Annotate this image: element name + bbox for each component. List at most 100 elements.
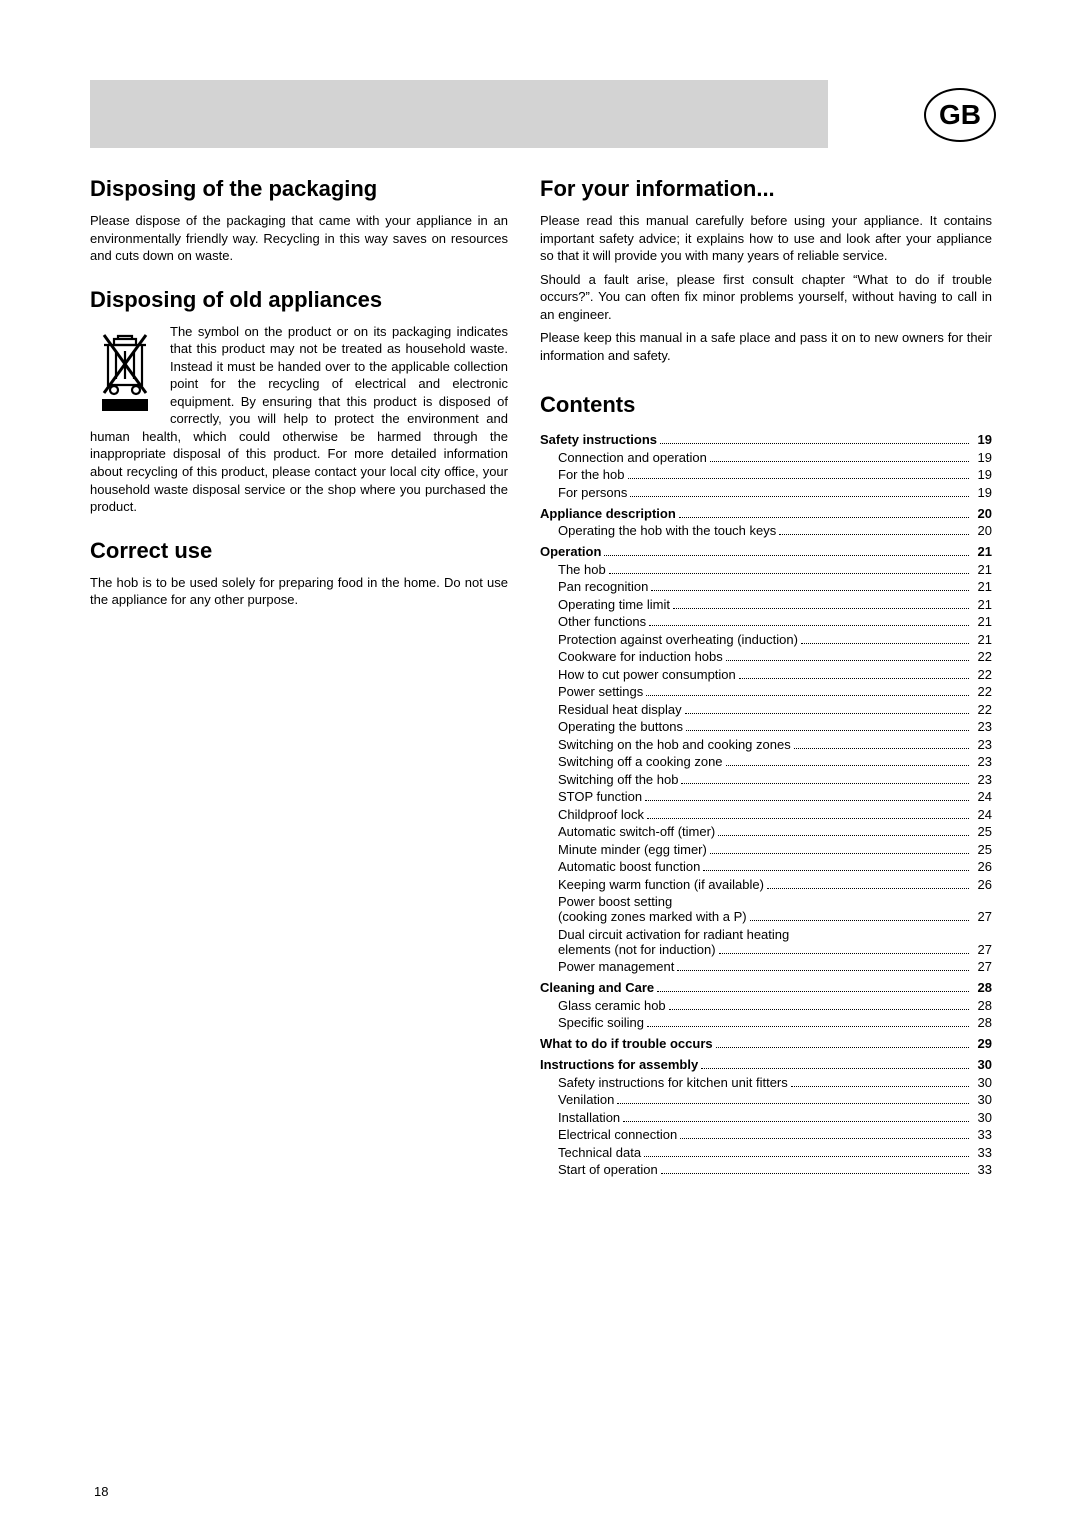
toc-page: 27	[972, 909, 992, 924]
country-badge-label: GB	[939, 99, 981, 131]
heading-disposing-old-appliances: Disposing of old appliances	[90, 287, 508, 313]
toc-row: Electrical connection33	[540, 1127, 992, 1142]
toc-page: 19	[972, 432, 992, 447]
toc-row: For persons19	[540, 485, 992, 500]
toc-label: Automatic boost function	[540, 859, 700, 874]
toc-label: Operating the buttons	[540, 719, 683, 734]
toc-page: 22	[972, 684, 992, 699]
toc-leader-dots	[649, 625, 968, 626]
toc-label: STOP function	[540, 789, 642, 804]
toc-page: 19	[972, 485, 992, 500]
toc-label: What to do if trouble occurs	[540, 1036, 713, 1051]
toc-page: 23	[972, 754, 992, 769]
toc-leader-dots	[644, 1156, 968, 1157]
toc-page: 27	[972, 942, 992, 957]
toc-leader-dots	[710, 461, 969, 462]
toc-row: Switching on the hob and cooking zones23	[540, 737, 992, 752]
toc-leader-dots	[646, 695, 968, 696]
toc-row: The hob21	[540, 562, 992, 577]
toc-page: 24	[972, 789, 992, 804]
toc-leader-dots	[617, 1103, 968, 1104]
toc-label: How to cut power consumption	[540, 667, 736, 682]
toc-row: Cleaning and Care 28	[540, 980, 992, 995]
toc-label: Installation	[540, 1110, 620, 1125]
toc-page: 30	[972, 1092, 992, 1107]
toc-leader-dots	[750, 920, 969, 921]
toc-leader-dots	[779, 534, 968, 535]
toc-leader-dots	[739, 678, 969, 679]
toc-label: Start of operation	[540, 1162, 658, 1177]
toc-page: 22	[972, 702, 992, 717]
toc-label: Appliance description	[540, 506, 676, 521]
toc-leader-dots	[716, 1047, 969, 1048]
toc-page: 33	[972, 1127, 992, 1142]
toc-row: Operating the buttons23	[540, 719, 992, 734]
toc-label: Keeping warm function (if available)	[540, 877, 764, 892]
paragraph-disposing-packaging: Please dispose of the packaging that cam…	[90, 212, 508, 265]
toc-row: Technical data33	[540, 1145, 992, 1160]
toc-row: Installation 30	[540, 1110, 992, 1125]
toc-label: Glass ceramic hob	[540, 998, 666, 1013]
header-band	[90, 80, 828, 148]
toc-label: Power management	[540, 959, 674, 974]
toc-leader-dots	[657, 991, 968, 992]
toc-leader-dots	[630, 496, 968, 497]
toc-page: 21	[972, 579, 992, 594]
toc-row: Operating the hob with the touch keys20	[540, 523, 992, 538]
toc-label: Cleaning and Care	[540, 980, 654, 995]
heading-disposing-packaging: Disposing of the packaging	[90, 176, 508, 202]
toc-row: Power management27	[540, 959, 992, 974]
toc-label: Operating the hob with the touch keys	[540, 523, 776, 538]
toc-label: Protection against overheating (inductio…	[540, 632, 798, 647]
toc-page: 28	[972, 980, 992, 995]
toc-row: Automatic boost function26	[540, 859, 992, 874]
paragraph-fyi-3: Please keep this manual in a safe place …	[540, 329, 992, 364]
toc-page: 30	[972, 1075, 992, 1090]
toc-leader-dots	[673, 608, 969, 609]
heading-correct-use: Correct use	[90, 538, 508, 564]
toc-leader-dots	[647, 1026, 969, 1027]
toc-page: 30	[972, 1110, 992, 1125]
toc-leader-dots	[718, 835, 968, 836]
paragraph-disposing-old-appliances: The symbol on the product or on its pack…	[90, 323, 508, 516]
crossed-out-bin-icon	[90, 325, 160, 416]
toc-leader-dots	[686, 730, 969, 731]
toc-row: Power boost setting	[540, 894, 992, 909]
toc-label: Automatic switch-off (timer)	[540, 824, 715, 839]
toc-label: Switching off a cooking zone	[540, 754, 723, 769]
toc-leader-dots	[604, 555, 968, 556]
toc-leader-dots	[623, 1121, 968, 1122]
toc-row: Venilation30	[540, 1092, 992, 1107]
toc-label: For the hob	[540, 467, 625, 482]
toc-leader-dots	[677, 970, 968, 971]
toc-row: Switching off the hob23	[540, 772, 992, 787]
toc-leader-dots	[679, 517, 969, 518]
paragraph-fyi-2: Should a fault arise, please first consu…	[540, 271, 992, 324]
toc-page: 26	[972, 877, 992, 892]
left-column: Disposing of the packaging Please dispos…	[90, 176, 508, 609]
toc-row: Power settings22	[540, 684, 992, 699]
toc-row: Start of operation 33	[540, 1162, 992, 1177]
toc-page: 19	[972, 450, 992, 465]
toc-row: Operation 21	[540, 544, 992, 559]
toc-row: Instructions for assembly30	[540, 1057, 992, 1072]
toc-page: 21	[972, 562, 992, 577]
toc-leader-dots	[680, 1138, 968, 1139]
toc-page: 20	[972, 506, 992, 521]
toc-leader-dots	[726, 660, 969, 661]
toc-leader-dots	[794, 748, 969, 749]
toc-label: elements (not for induction)	[540, 942, 716, 957]
toc-label: Operation	[540, 544, 601, 559]
toc-row: Childproof lock24	[540, 807, 992, 822]
toc-page: 21	[972, 632, 992, 647]
toc-label: Other functions	[540, 614, 646, 629]
paragraph-fyi-1: Please read this manual carefully before…	[540, 212, 992, 265]
toc-leader-dots	[703, 870, 968, 871]
toc-row: Protection against overheating (inductio…	[540, 632, 992, 647]
toc-page: 33	[972, 1162, 992, 1177]
toc-label: Dual circuit activation for radiant heat…	[540, 927, 789, 942]
toc-row: STOP function 24	[540, 789, 992, 804]
toc-row: Operating time limit21	[540, 597, 992, 612]
toc-page: 21	[972, 544, 992, 559]
toc-row: Cookware for induction hobs22	[540, 649, 992, 664]
